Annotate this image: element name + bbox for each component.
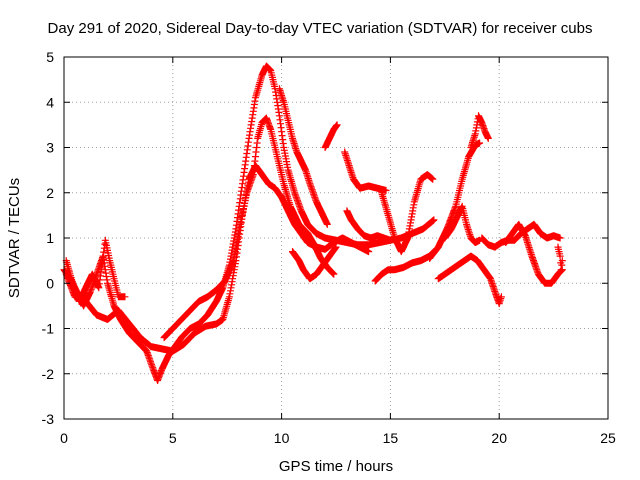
axis-ticks: 0 5 10 15 20 25 -3 -2 -1 0 1 2 3 4 5 [42,49,616,446]
x-axis-label: GPS time / hours [279,458,393,475]
series-markers [341,148,390,194]
series-markers [60,62,438,384]
series-inner-bump [160,114,338,342]
series-end-tail [554,243,566,274]
series-markers [502,220,566,287]
y-tick-label: -1 [42,321,55,337]
chart-title: Day 291 of 2020, Sidereal Day-to-day VTE… [48,20,593,37]
series-markers [467,112,492,151]
y-tick-label: -2 [42,366,55,382]
series-main-arc [60,62,438,384]
y-tick-label: 0 [46,275,54,291]
y-tick-label: 4 [46,94,54,110]
x-tick-label: 25 [600,430,616,446]
y-tick-label: 5 [46,49,54,65]
series-markers [371,248,438,285]
series-markers [321,121,341,151]
y-tick-label: 2 [46,185,54,201]
series-layer [60,62,566,384]
series-markers [434,252,505,308]
x-tick-label: 15 [383,430,399,446]
series-upper-branch [275,85,331,228]
series-hump-15 [378,171,437,256]
series-markers [554,243,566,274]
y-tick-label: -3 [42,411,55,427]
x-tick-label: 0 [60,430,68,446]
series-descent-13 [343,207,394,244]
x-tick-label: 5 [169,430,177,446]
series-tail-20 [502,220,566,287]
x-tick-label: 20 [491,430,507,446]
series-spike-19 [467,112,492,151]
series-markers [441,202,484,246]
y-axis-label: SDTVAR / TECUs [6,178,23,298]
y-tick-label: 1 [46,230,54,246]
series-markers [62,236,129,305]
series-start-wiggle [62,236,129,305]
series-lower-arc [62,162,373,355]
series-hump-13 [341,148,390,194]
series-markers [62,162,373,355]
series-markers [160,114,338,342]
series-markers [275,85,331,228]
series-low-14 [371,248,438,285]
series-short-rise [321,121,341,151]
series-dip-17 [434,252,505,308]
y-tick-label: 3 [46,140,54,156]
series-cluster-18 [441,202,484,246]
x-tick-label: 10 [274,430,290,446]
series-mid-hump [289,243,340,283]
series-markers [289,243,340,283]
series-markers [343,207,394,244]
series-markers [378,171,437,256]
